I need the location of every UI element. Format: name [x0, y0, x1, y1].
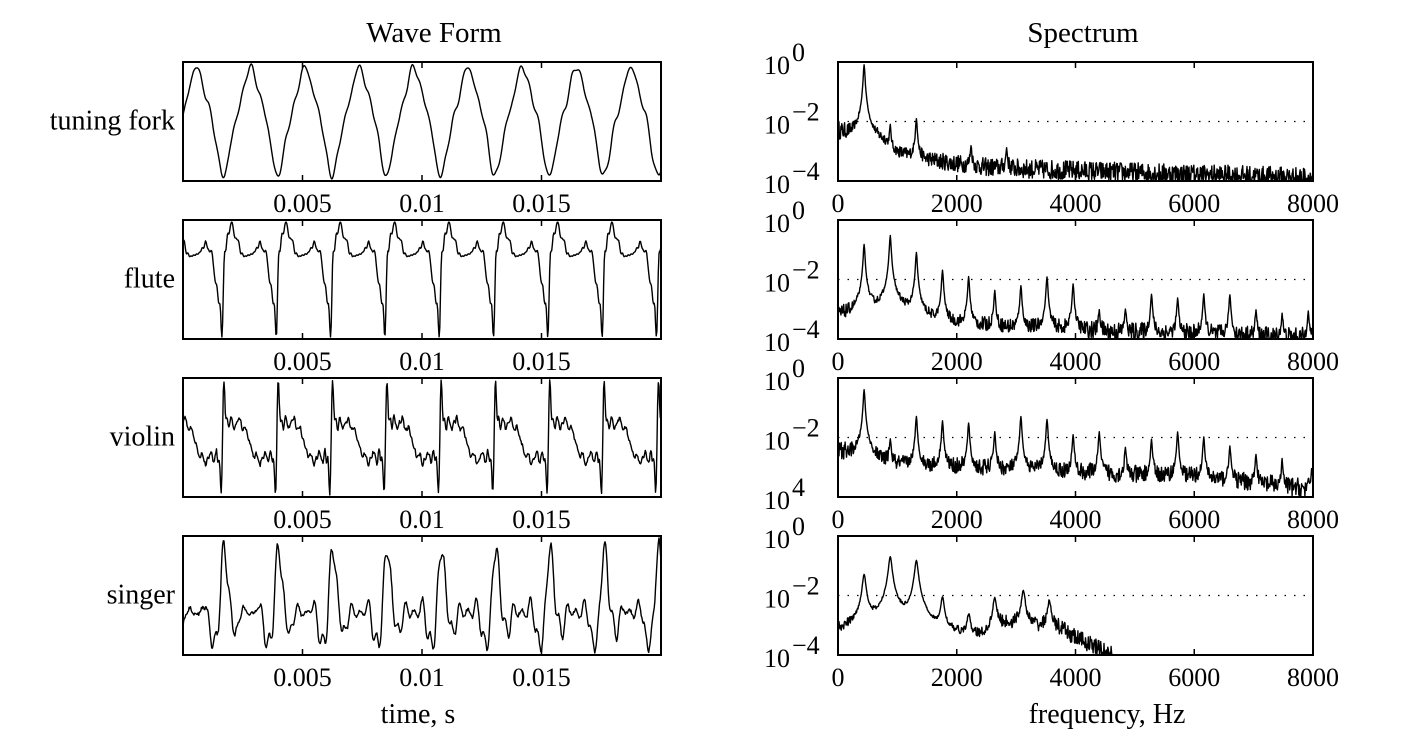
y-tick-label-base: 10	[764, 525, 790, 554]
y-tick-label-base: 10	[764, 51, 790, 80]
row-0: tuning fork 0.005 0.01 0.015 0 2000 4000 6000 80…	[50, 38, 1339, 218]
x-tick-label: 6000	[1168, 347, 1220, 376]
y-tick-label-exponent: 0	[792, 512, 805, 541]
y-tick-label-base: 10	[764, 328, 790, 357]
instrument-label: violin	[110, 422, 175, 453]
waveform-axes	[182, 535, 662, 656]
y-tick-label-base: 10	[764, 209, 790, 238]
spectrum-title: Spectrum	[1027, 17, 1139, 49]
x-tick-label: 0	[832, 189, 845, 218]
x-tick-label: 4000	[1050, 505, 1102, 534]
x-tick-label: 0.005	[273, 347, 332, 376]
x-tick-label: 6000	[1168, 663, 1220, 692]
y-tick-label-base: 10	[764, 170, 790, 199]
spectrum-xlabel: frequency, Hz	[1029, 699, 1186, 730]
x-tick-label: 0.01	[399, 189, 445, 218]
waveform-xlabel: time, s	[381, 699, 456, 730]
x-tick-label: 0	[832, 347, 845, 376]
x-tick-label: 2000	[931, 189, 983, 218]
x-tick-label: 2000	[931, 347, 983, 376]
x-tick-label: 8000	[1287, 347, 1339, 376]
y-tick-label-exponent: −2	[792, 256, 820, 285]
waveform-axes	[182, 377, 662, 498]
x-tick-label: 6000	[1168, 189, 1220, 218]
x-tick-label: 0.005	[273, 505, 332, 534]
x-tick-label: 0.01	[399, 347, 445, 376]
y-tick-label-exponent: 0	[792, 38, 805, 67]
x-tick-label: 6000	[1168, 505, 1220, 534]
y-tick-label-exponent: 0	[792, 354, 805, 383]
x-tick-label: 0.015	[512, 189, 571, 218]
waveform-title: Wave Form	[366, 17, 502, 49]
y-tick-label-exponent: −4	[792, 315, 820, 344]
instrument-label: tuning fork	[50, 106, 175, 137]
y-tick-label-base: 10	[764, 367, 790, 396]
y-tick-label-base: 10	[764, 486, 790, 515]
x-tick-label: 0.01	[399, 505, 445, 534]
y-tick-label-exponent: −2	[792, 98, 820, 127]
y-tick-label-exponent: −4	[792, 157, 820, 186]
spectrum-trace	[837, 234, 1314, 340]
instrument-label: singer	[107, 580, 176, 611]
x-tick-label: 0.015	[512, 505, 571, 534]
y-tick-label-exponent: 4	[792, 473, 805, 502]
x-tick-label: 4000	[1050, 663, 1102, 692]
x-tick-label: 2000	[931, 505, 983, 534]
waveform-trace	[182, 379, 662, 496]
x-tick-label: 8000	[1287, 189, 1339, 218]
x-tick-label: 8000	[1287, 505, 1339, 534]
y-tick-label-exponent: 0	[792, 196, 805, 225]
y-tick-label-base: 10	[764, 111, 790, 140]
spectrum-trace	[837, 556, 1314, 656]
x-tick-label: 0.01	[399, 663, 445, 692]
x-tick-label: 8000	[1287, 663, 1339, 692]
x-tick-label: 4000	[1050, 189, 1102, 218]
x-tick-label: 0.005	[273, 189, 332, 218]
waveform-trace	[182, 537, 662, 654]
waveform-trace	[182, 63, 662, 180]
y-tick-label-exponent: −2	[792, 414, 820, 443]
x-tick-label: 0	[832, 663, 845, 692]
spectrum-trace	[837, 64, 1314, 182]
spectrum-trace	[837, 389, 1314, 498]
waveform-axes	[182, 219, 662, 340]
x-tick-label: 0.015	[512, 347, 571, 376]
y-tick-label-base: 10	[764, 644, 790, 673]
x-tick-label: 0.005	[273, 663, 332, 692]
x-tick-label: 2000	[931, 663, 983, 692]
y-tick-label-base: 10	[764, 585, 790, 614]
x-tick-label: 4000	[1050, 347, 1102, 376]
waveform-trace	[182, 221, 662, 338]
instrument-label: flute	[124, 264, 175, 295]
y-tick-label-base: 10	[764, 427, 790, 456]
x-tick-label: 0.015	[512, 663, 571, 692]
y-tick-label-exponent: −2	[792, 572, 820, 601]
x-tick-label: 0	[832, 505, 845, 534]
y-tick-label-exponent: −4	[792, 631, 820, 660]
y-tick-label-base: 10	[764, 269, 790, 298]
